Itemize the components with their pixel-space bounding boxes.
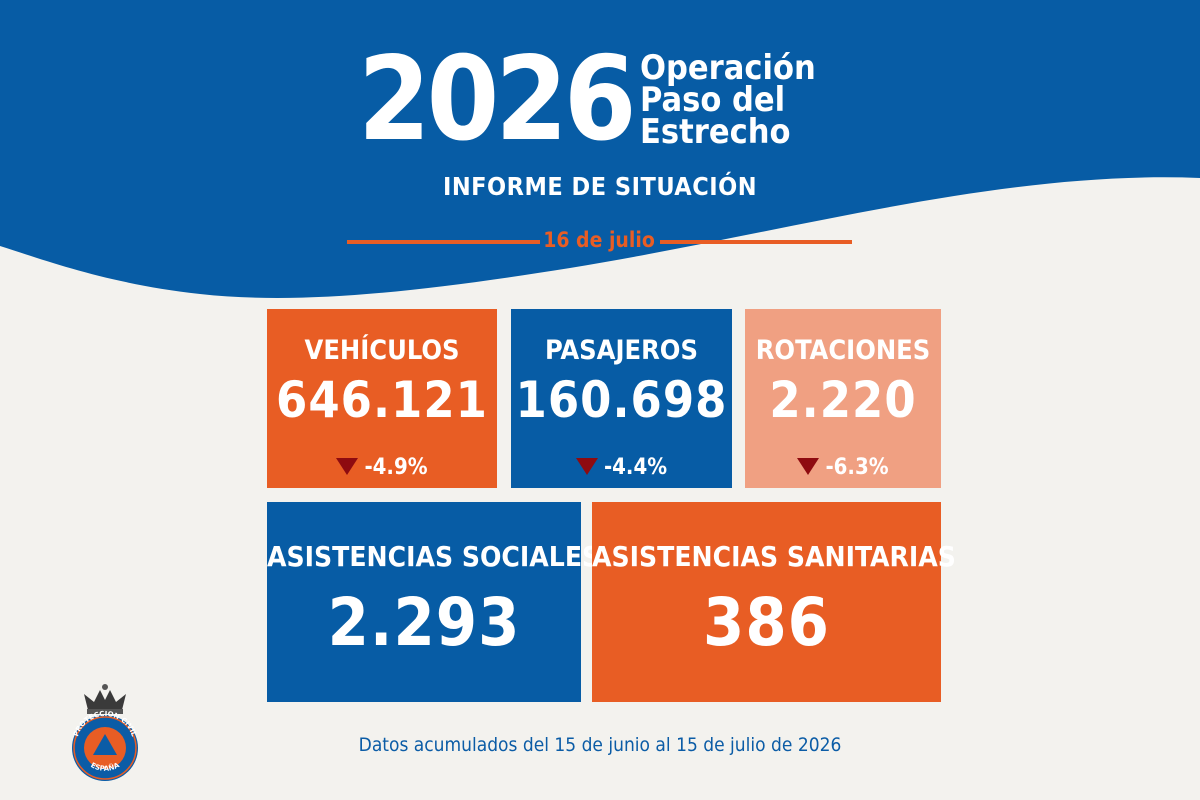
card-label: ASISTENCIAS SANITARIAS xyxy=(592,540,956,573)
down-triangle-icon xyxy=(336,457,359,475)
svg-text:ESPAÑA: ESPAÑA xyxy=(89,761,121,773)
card-rotaciones: ROTACIONES 2.220 -6.3% xyxy=(745,309,941,488)
crown-icon xyxy=(84,684,126,714)
change-value: -4.9% xyxy=(364,455,428,480)
card-change: -6.3% xyxy=(745,455,941,480)
report-subtitle: INFORME DE SITUACIÓN xyxy=(442,172,758,201)
card-change: -4.9% xyxy=(267,455,497,480)
card-value: 160.698 xyxy=(515,371,728,429)
change-value: -4.4% xyxy=(603,455,668,480)
date-divider-left xyxy=(347,240,540,244)
report-date: 16 de julio xyxy=(543,228,655,252)
footer-note: Datos acumulados del 15 de junio al 15 d… xyxy=(358,734,842,756)
change-value: -6.3% xyxy=(825,455,889,480)
header: 2026 Operación Paso del Estrecho INFORME… xyxy=(0,0,1200,300)
card-label: PASAJEROS xyxy=(545,335,698,366)
card-value: 2.220 xyxy=(769,371,917,429)
card-pasajeros: PASAJEROS 160.698 -4.4% xyxy=(511,309,732,488)
proteccion-civil-logo: PROTECCION CIVIL ESPAÑA xyxy=(72,684,138,781)
operation-title-line: Estrecho xyxy=(640,112,791,152)
operation-title: Operación Paso del Estrecho xyxy=(640,48,816,152)
card-asistencias-sociales: ASISTENCIAS SOCIALES 2.293 xyxy=(267,502,601,702)
operation-title-line: Operación xyxy=(640,48,816,88)
card-label: VEHÍCULOS xyxy=(304,335,460,366)
card-label: ROTACIONES xyxy=(755,335,931,366)
year-title: 2026 xyxy=(358,32,636,167)
operation-title-line: Paso del xyxy=(640,80,786,120)
card-label: ASISTENCIAS SOCIALES xyxy=(267,540,601,573)
card-asistencias-sanitarias: ASISTENCIAS SANITARIAS 386 xyxy=(592,502,956,702)
down-triangle-icon xyxy=(797,457,820,475)
card-value: 646.121 xyxy=(276,371,488,429)
card-value: 2.293 xyxy=(327,584,521,661)
date-divider-right xyxy=(660,240,852,244)
card-value: 386 xyxy=(703,584,830,661)
header-wave-background xyxy=(0,0,1200,298)
down-triangle-icon xyxy=(575,457,598,475)
logo-ring-text-bottom: ESPAÑA xyxy=(89,761,121,773)
card-change: -4.4% xyxy=(511,455,732,480)
card-vehiculos: VEHÍCULOS 646.121 -4.9% xyxy=(267,309,497,488)
